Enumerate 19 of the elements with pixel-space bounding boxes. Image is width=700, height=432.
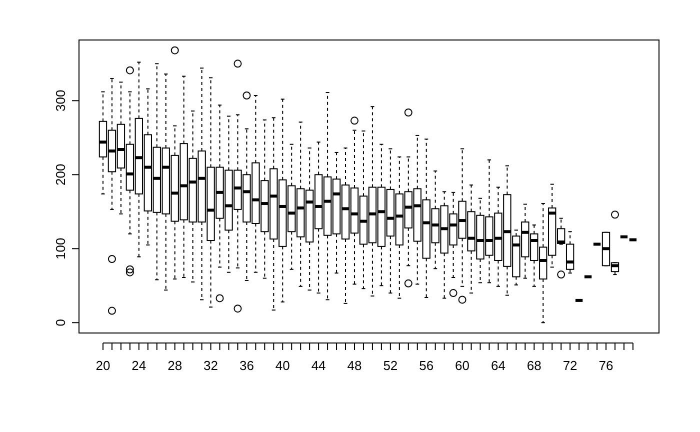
x-tick-label: 20 (96, 358, 110, 373)
y-tick-label: 200 (53, 164, 68, 186)
x-tick-label: 32 (204, 358, 218, 373)
y-tick-label: 100 (53, 238, 68, 260)
x-tick-label: 48 (347, 358, 362, 373)
x-tick-label: 64 (490, 358, 506, 373)
x-tick-label: 72 (562, 358, 578, 373)
x-tick-label: 24 (132, 358, 146, 373)
x-tick-label: 56 (419, 358, 434, 373)
x-tick-label: 36 (239, 358, 254, 373)
x-tick-label: 52 (383, 358, 398, 373)
x-tick-label: 76 (598, 358, 614, 373)
x-tick-label: 44 (311, 358, 326, 373)
x-tick-label: 68 (526, 358, 542, 373)
x-tick-label: 60 (455, 358, 470, 373)
x-tick-label: 40 (275, 358, 290, 373)
y-tick-label: 0 (53, 319, 68, 326)
y-tick-label: 300 (53, 90, 68, 112)
x-tick-label: 28 (168, 358, 182, 373)
